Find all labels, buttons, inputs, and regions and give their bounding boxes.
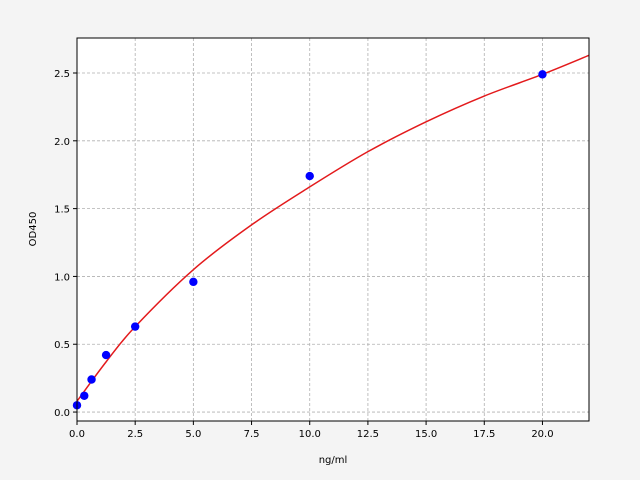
x-tick-label: 0.0: [69, 429, 85, 440]
x-tick-label: 2.5: [127, 429, 143, 440]
y-tick-label: 1.0: [54, 272, 70, 283]
x-axis: 0.0 2.5 5.0 7.5 10.0 12.5 15.0 17.5 20.0: [69, 421, 554, 440]
x-tick-label: 12.5: [357, 429, 379, 440]
data-point: [189, 277, 198, 287]
grid: [76, 38, 589, 421]
data-point: [130, 322, 140, 331]
x-tick-label: 10.0: [299, 429, 321, 440]
x-tick-label: 17.5: [473, 429, 495, 440]
data-points: [72, 70, 547, 410]
data-point: [538, 70, 547, 79]
data-point: [80, 391, 89, 400]
x-tick-label: 15.0: [415, 429, 437, 440]
y-axis: 0.0 0.5 1.0 1.5 2.0 2.5: [54, 69, 77, 419]
x-tick-label: 7.5: [244, 429, 260, 440]
x-tick-label: 20.0: [531, 429, 553, 440]
plot-area: [77, 38, 589, 421]
y-tick-label: 0.5: [54, 340, 70, 351]
y-tick-label: 0.0: [54, 408, 70, 419]
data-point: [87, 375, 96, 384]
data-point: [101, 350, 111, 360]
plot-frame: [76, 37, 590, 422]
y-tick-label: 1.5: [54, 205, 70, 216]
y-tick-label: 2.5: [54, 69, 70, 80]
fit-curve: [76, 54, 590, 402]
y-axis-label: OD450: [28, 212, 39, 247]
x-axis-label: ng/ml: [319, 455, 348, 466]
x-tick-label: 5.0: [185, 429, 201, 440]
data-point: [305, 171, 314, 181]
y-tick-label: 2.0: [54, 137, 70, 148]
